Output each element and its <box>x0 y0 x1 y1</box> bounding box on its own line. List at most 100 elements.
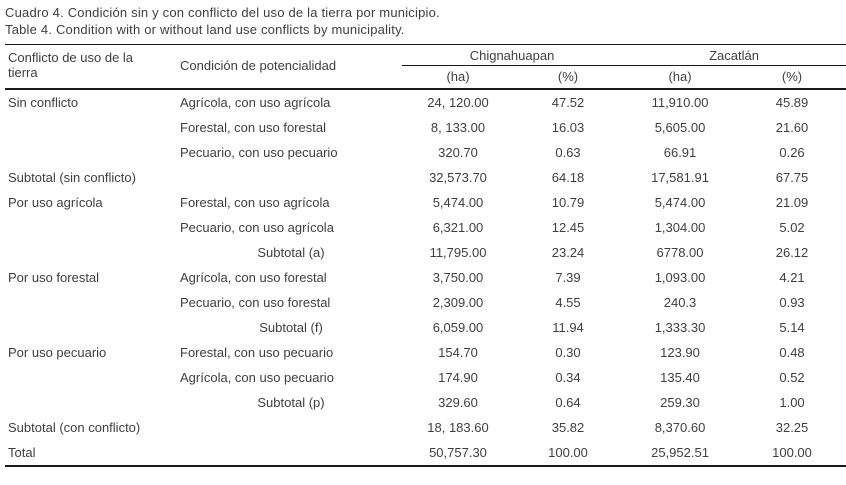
conflict-cell <box>5 315 180 340</box>
ha-zacatlan-cell: 123.90 <box>660 345 700 360</box>
ha-chignahuapan-cell: 3,750.00 <box>432 270 484 285</box>
table-row: Sin conflicto Agrícola, con uso agrícola… <box>5 89 846 115</box>
conflict-cell <box>5 140 180 165</box>
ha-zacatlan-cell: 5,474.00 <box>654 195 706 210</box>
pct-chignahuapan-cell: 12.45 <box>551 220 585 235</box>
table-caption-english: Table 4. Condition with or without land … <box>5 22 405 37</box>
conflict-cell <box>5 390 180 415</box>
condition-cell: Subtotal (f) <box>259 320 323 335</box>
condition-cell: Subtotal (p) <box>257 395 325 410</box>
pct-zacatlan-cell: 5.14 <box>779 320 805 335</box>
pct-zacatlan-cell: 1.00 <box>779 395 805 410</box>
pct-chignahuapan-cell: 0.30 <box>555 345 581 360</box>
pct-zacatlan-cell: 45.89 <box>775 95 809 110</box>
pct-zacatlan-cell: 26.12 <box>775 245 809 260</box>
unit-header-ha-chignahuapan: (ha) <box>402 65 514 90</box>
land-use-conflict-table: Conflicto de uso de la tierra Condición … <box>5 44 846 467</box>
ha-chignahuapan-cell: 154.70 <box>438 345 478 360</box>
condition-cell: Subtotal (a) <box>257 245 325 260</box>
ha-chignahuapan-cell: 320.70 <box>438 145 478 160</box>
table-caption-spanish: Cuadro 4. Condición sin y con conflicto … <box>5 5 440 20</box>
ha-zacatlan-cell: 11,910.00 <box>651 95 709 110</box>
ha-zacatlan-cell: 1,093.00 <box>654 270 706 285</box>
ha-chignahuapan-cell: 8, 133.00 <box>430 120 486 135</box>
ha-chignahuapan-cell: 11,795.00 <box>429 245 487 260</box>
pct-chignahuapan-cell: 4.55 <box>555 295 581 310</box>
ha-chignahuapan-cell: 329.60 <box>438 395 478 410</box>
ha-chignahuapan-cell: 174.90 <box>438 370 478 385</box>
pct-zacatlan-cell: 21.60 <box>775 120 809 135</box>
ha-zacatlan-cell: 6778.00 <box>656 245 704 260</box>
conflict-cell <box>5 290 180 315</box>
table-row: Subtotal (f) 6,059.00 11.94 1,333.30 5.1… <box>5 315 846 340</box>
ha-chignahuapan-cell: 6,321.00 <box>432 220 484 235</box>
table-row: Pecuario, con uso pecuario 320.70 0.63 6… <box>5 140 846 165</box>
pct-zacatlan-cell: 100.00 <box>772 445 812 460</box>
table-row: Pecuario, con uso agrícola 6,321.00 12.4… <box>5 215 846 240</box>
condition-cell <box>180 165 402 190</box>
condition-cell <box>180 415 402 440</box>
table-row: Subtotal (a) 11,795.00 23.24 6778.00 26.… <box>5 240 846 265</box>
ha-zacatlan-cell: 240.3 <box>663 295 697 310</box>
pct-chignahuapan-cell: 0.64 <box>555 395 581 410</box>
conflict-cell: Total <box>8 445 36 460</box>
conflict-cell: Subtotal (sin conflicto) <box>8 170 136 185</box>
pct-chignahuapan-cell: 23.24 <box>551 245 585 260</box>
condition-cell: Agrícola, con uso forestal <box>180 270 327 285</box>
table-body: Sin conflicto Agrícola, con uso agrícola… <box>5 89 846 466</box>
column-header-condition: Condición de potencialidad <box>180 44 402 90</box>
condition-cell: Forestal, con uso agrícola <box>180 195 330 210</box>
ha-zacatlan-cell: 25,952.51 <box>651 445 709 460</box>
pct-zacatlan-cell: 4.21 <box>779 270 805 285</box>
pct-zacatlan-cell: 32.25 <box>775 420 809 435</box>
conflict-cell <box>5 115 180 140</box>
column-header-conflict: Conflicto de uso de la tierra <box>5 44 180 90</box>
ha-zacatlan-cell: 66.91 <box>663 145 697 160</box>
table-row: Agrícola, con uso pecuario 174.90 0.34 1… <box>5 365 846 390</box>
ha-chignahuapan-cell: 5,474.00 <box>432 195 484 210</box>
ha-zacatlan-cell: 5,605.00 <box>654 120 706 135</box>
condition-cell <box>180 440 402 466</box>
ha-chignahuapan-cell: 6,059.00 <box>432 320 484 335</box>
pct-chignahuapan-cell: 0.63 <box>555 145 581 160</box>
conflict-cell <box>5 240 180 265</box>
ha-zacatlan-cell: 1,304.00 <box>654 220 706 235</box>
conflict-cell <box>5 215 180 240</box>
table-row: Subtotal (con conflicto) 18, 183.60 35.8… <box>5 415 846 440</box>
conflict-cell: Por uso pecuario <box>8 345 107 360</box>
ha-chignahuapan-cell: 18, 183.60 <box>427 420 489 435</box>
ha-zacatlan-cell: 259.30 <box>660 395 700 410</box>
ha-chignahuapan-cell: 2,309.00 <box>432 295 484 310</box>
ha-chignahuapan-cell: 50,757.30 <box>429 445 487 460</box>
pct-chignahuapan-cell: 16.03 <box>551 120 585 135</box>
pct-chignahuapan-cell: 0.34 <box>555 370 581 385</box>
pct-chignahuapan-cell: 100.00 <box>548 445 588 460</box>
condition-cell: Agrícola, con uso agrícola <box>180 95 331 110</box>
table-header: Conflicto de uso de la tierra Condición … <box>5 44 846 90</box>
group-header-zacatlan: Zacatlán <box>622 44 846 66</box>
conflict-cell <box>5 365 180 390</box>
condition-cell: Pecuario, con uso pecuario <box>180 145 338 160</box>
ha-zacatlan-cell: 17,581.91 <box>651 170 709 185</box>
table-row: Pecuario, con uso forestal 2,309.00 4.55… <box>5 290 846 315</box>
table-row: Por uso forestal Agrícola, con uso fores… <box>5 265 846 290</box>
ha-zacatlan-cell: 135.40 <box>660 370 700 385</box>
group-header-chignahuapan: Chignahuapan <box>402 44 623 66</box>
pct-zacatlan-cell: 0.48 <box>779 345 805 360</box>
ha-zacatlan-cell: 8,370.60 <box>654 420 706 435</box>
condition-cell: Pecuario, con uso agrícola <box>180 220 334 235</box>
table-row: Total 50,757.30 100.00 25,952.51 100.00 <box>5 440 846 466</box>
unit-header-pct-chignahuapan: (%) <box>514 65 623 90</box>
pct-chignahuapan-cell: 10.79 <box>551 195 585 210</box>
condition-cell: Pecuario, con uso forestal <box>180 295 331 310</box>
table-row: Subtotal (sin conflicto) 32,573.70 64.18… <box>5 165 846 190</box>
pct-chignahuapan-cell: 47.52 <box>551 95 585 110</box>
pct-zacatlan-cell: 0.93 <box>779 295 805 310</box>
condition-cell: Forestal, con uso forestal <box>180 120 326 135</box>
pct-chignahuapan-cell: 35.82 <box>551 420 585 435</box>
unit-header-ha-zacatlan: (ha) <box>622 65 739 90</box>
ha-chignahuapan-cell: 24, 120.00 <box>427 95 489 110</box>
condition-cell: Agrícola, con uso pecuario <box>180 370 334 385</box>
pct-zacatlan-cell: 0.52 <box>779 370 805 385</box>
table-row: Subtotal (p) 329.60 0.64 259.30 1.00 <box>5 390 846 415</box>
